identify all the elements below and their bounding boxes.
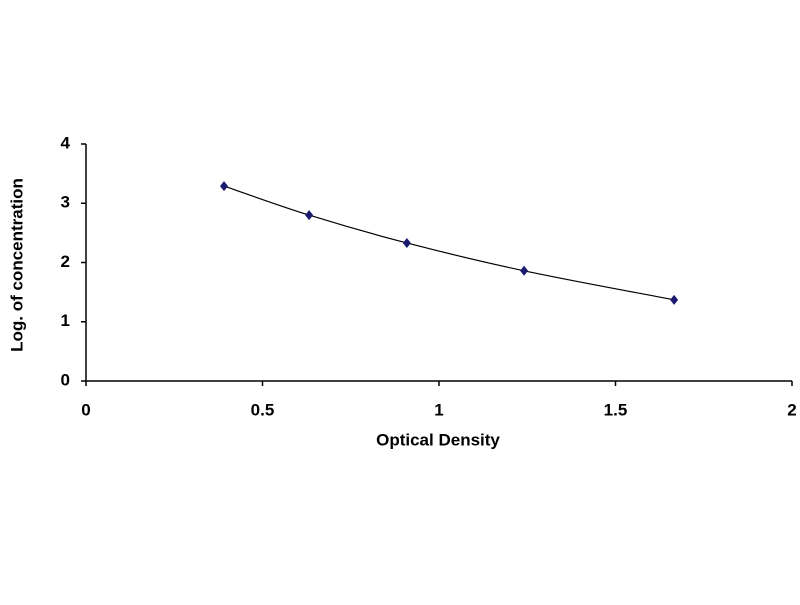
x-axis-title: Optical Density [376, 430, 500, 449]
y-tick-label: 3 [61, 193, 70, 212]
y-tick-label: 1 [61, 311, 70, 330]
data-point [220, 181, 229, 192]
x-tick-label: 1.5 [604, 400, 628, 419]
data-point [402, 237, 411, 248]
data-point [305, 210, 314, 221]
x-tick-label: 2 [787, 400, 796, 419]
x-tick-label: 0.5 [251, 400, 275, 419]
x-tick-label: 1 [434, 400, 443, 419]
series-line [223, 185, 675, 301]
y-tick-label: 2 [61, 252, 70, 271]
y-tick-label: 4 [61, 133, 71, 152]
y-tick-label: 0 [61, 370, 70, 389]
x-tick-label: 0 [81, 400, 90, 419]
data-point [670, 294, 679, 305]
y-axis-title: Log. of concentration [7, 178, 26, 352]
data-point [520, 265, 529, 276]
